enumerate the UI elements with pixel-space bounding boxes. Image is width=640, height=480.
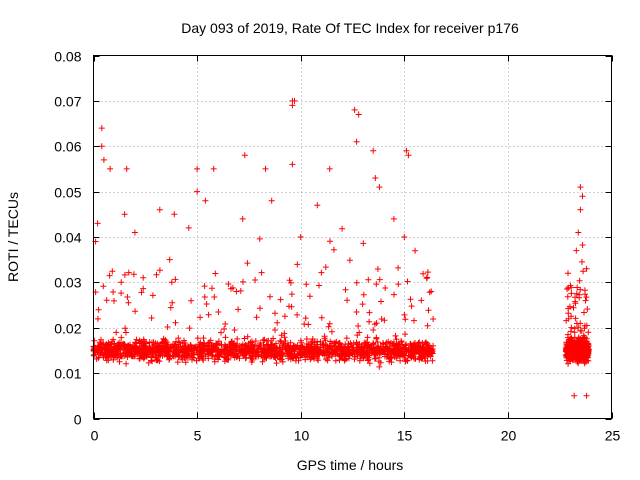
y-tick-label: 0.02: [54, 321, 81, 337]
x-tick-label: 10: [294, 428, 310, 444]
y-tick-label: 0: [74, 412, 82, 428]
x-tick-label: 5: [194, 428, 202, 444]
y-axis-label: ROTI / TECUs: [5, 192, 21, 282]
x-tick-label: 0: [91, 428, 99, 444]
y-tick-label: 0.07: [54, 94, 81, 110]
grid-lines: [93, 55, 612, 419]
data-points: [90, 97, 592, 399]
y-tick-label: 0.08: [54, 49, 81, 65]
tick-labels: 0 5 10 15 20 25 0 0.01 0.02 0.03 0.04 0.05 0.06 0.07 0…: [54, 49, 620, 444]
y-tick-label: 0.01: [54, 366, 81, 382]
x-tick-label: 15: [397, 428, 413, 444]
axis-ticks: [93, 55, 613, 420]
roti-points: [90, 97, 592, 399]
x-tick-label: 20: [501, 428, 517, 444]
y-tick-label: 0.06: [54, 139, 81, 155]
y-tick-label: 0.03: [54, 275, 81, 291]
chart-title: Day 093 of 2019, Rate Of TEC Index for r…: [181, 20, 519, 36]
y-tick-label: 0.04: [54, 230, 81, 246]
y-tick-label: 0.05: [54, 185, 81, 201]
x-tick-label: 25: [605, 428, 621, 444]
x-axis-label: GPS time / hours: [297, 457, 404, 473]
